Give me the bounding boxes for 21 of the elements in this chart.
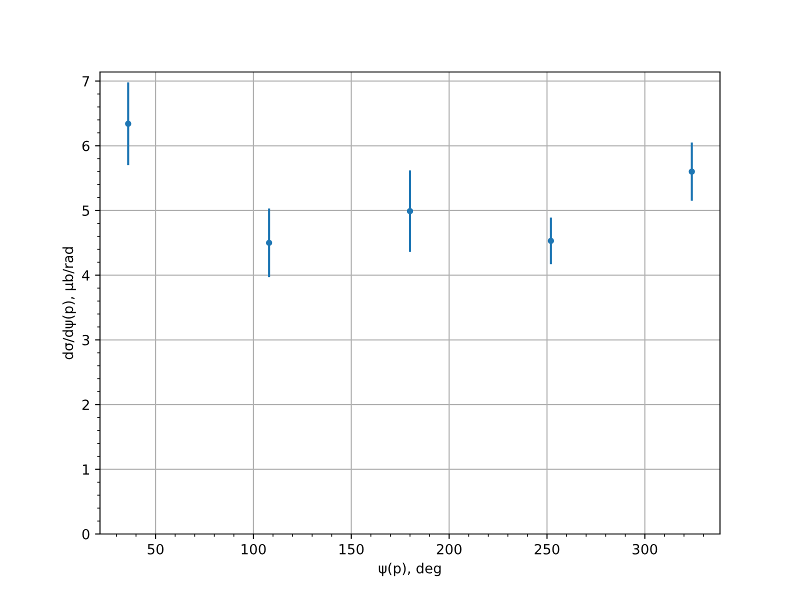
point	[125, 120, 132, 127]
x-axis-title: ψ(p), deg	[378, 562, 441, 576]
y-tick-label: 3	[82, 334, 90, 346]
point	[266, 240, 272, 246]
y-tick-label: 7	[82, 76, 90, 86]
y-tick-label: 0	[82, 528, 90, 540]
point	[548, 238, 554, 244]
x-tick-label: 100	[242, 544, 266, 554]
y-tick-label: 2	[82, 400, 89, 410]
y-tick-label: 5	[82, 206, 90, 216]
y-tick-label: 6	[82, 140, 90, 152]
y-tick-label: 1	[82, 464, 89, 475]
y-tick-label: 4	[82, 270, 90, 280]
x-tick-label: 200	[436, 544, 462, 554]
x-tick-label: 150	[340, 544, 364, 554]
x-tick-label: 50	[148, 544, 164, 554]
point	[406, 208, 414, 214]
x-tick-label: 250	[534, 544, 560, 554]
point	[688, 168, 695, 175]
y-axis-title: dσ/dψ(p), μb/rad	[62, 247, 76, 360]
x-tick-label: 300	[632, 544, 658, 554]
